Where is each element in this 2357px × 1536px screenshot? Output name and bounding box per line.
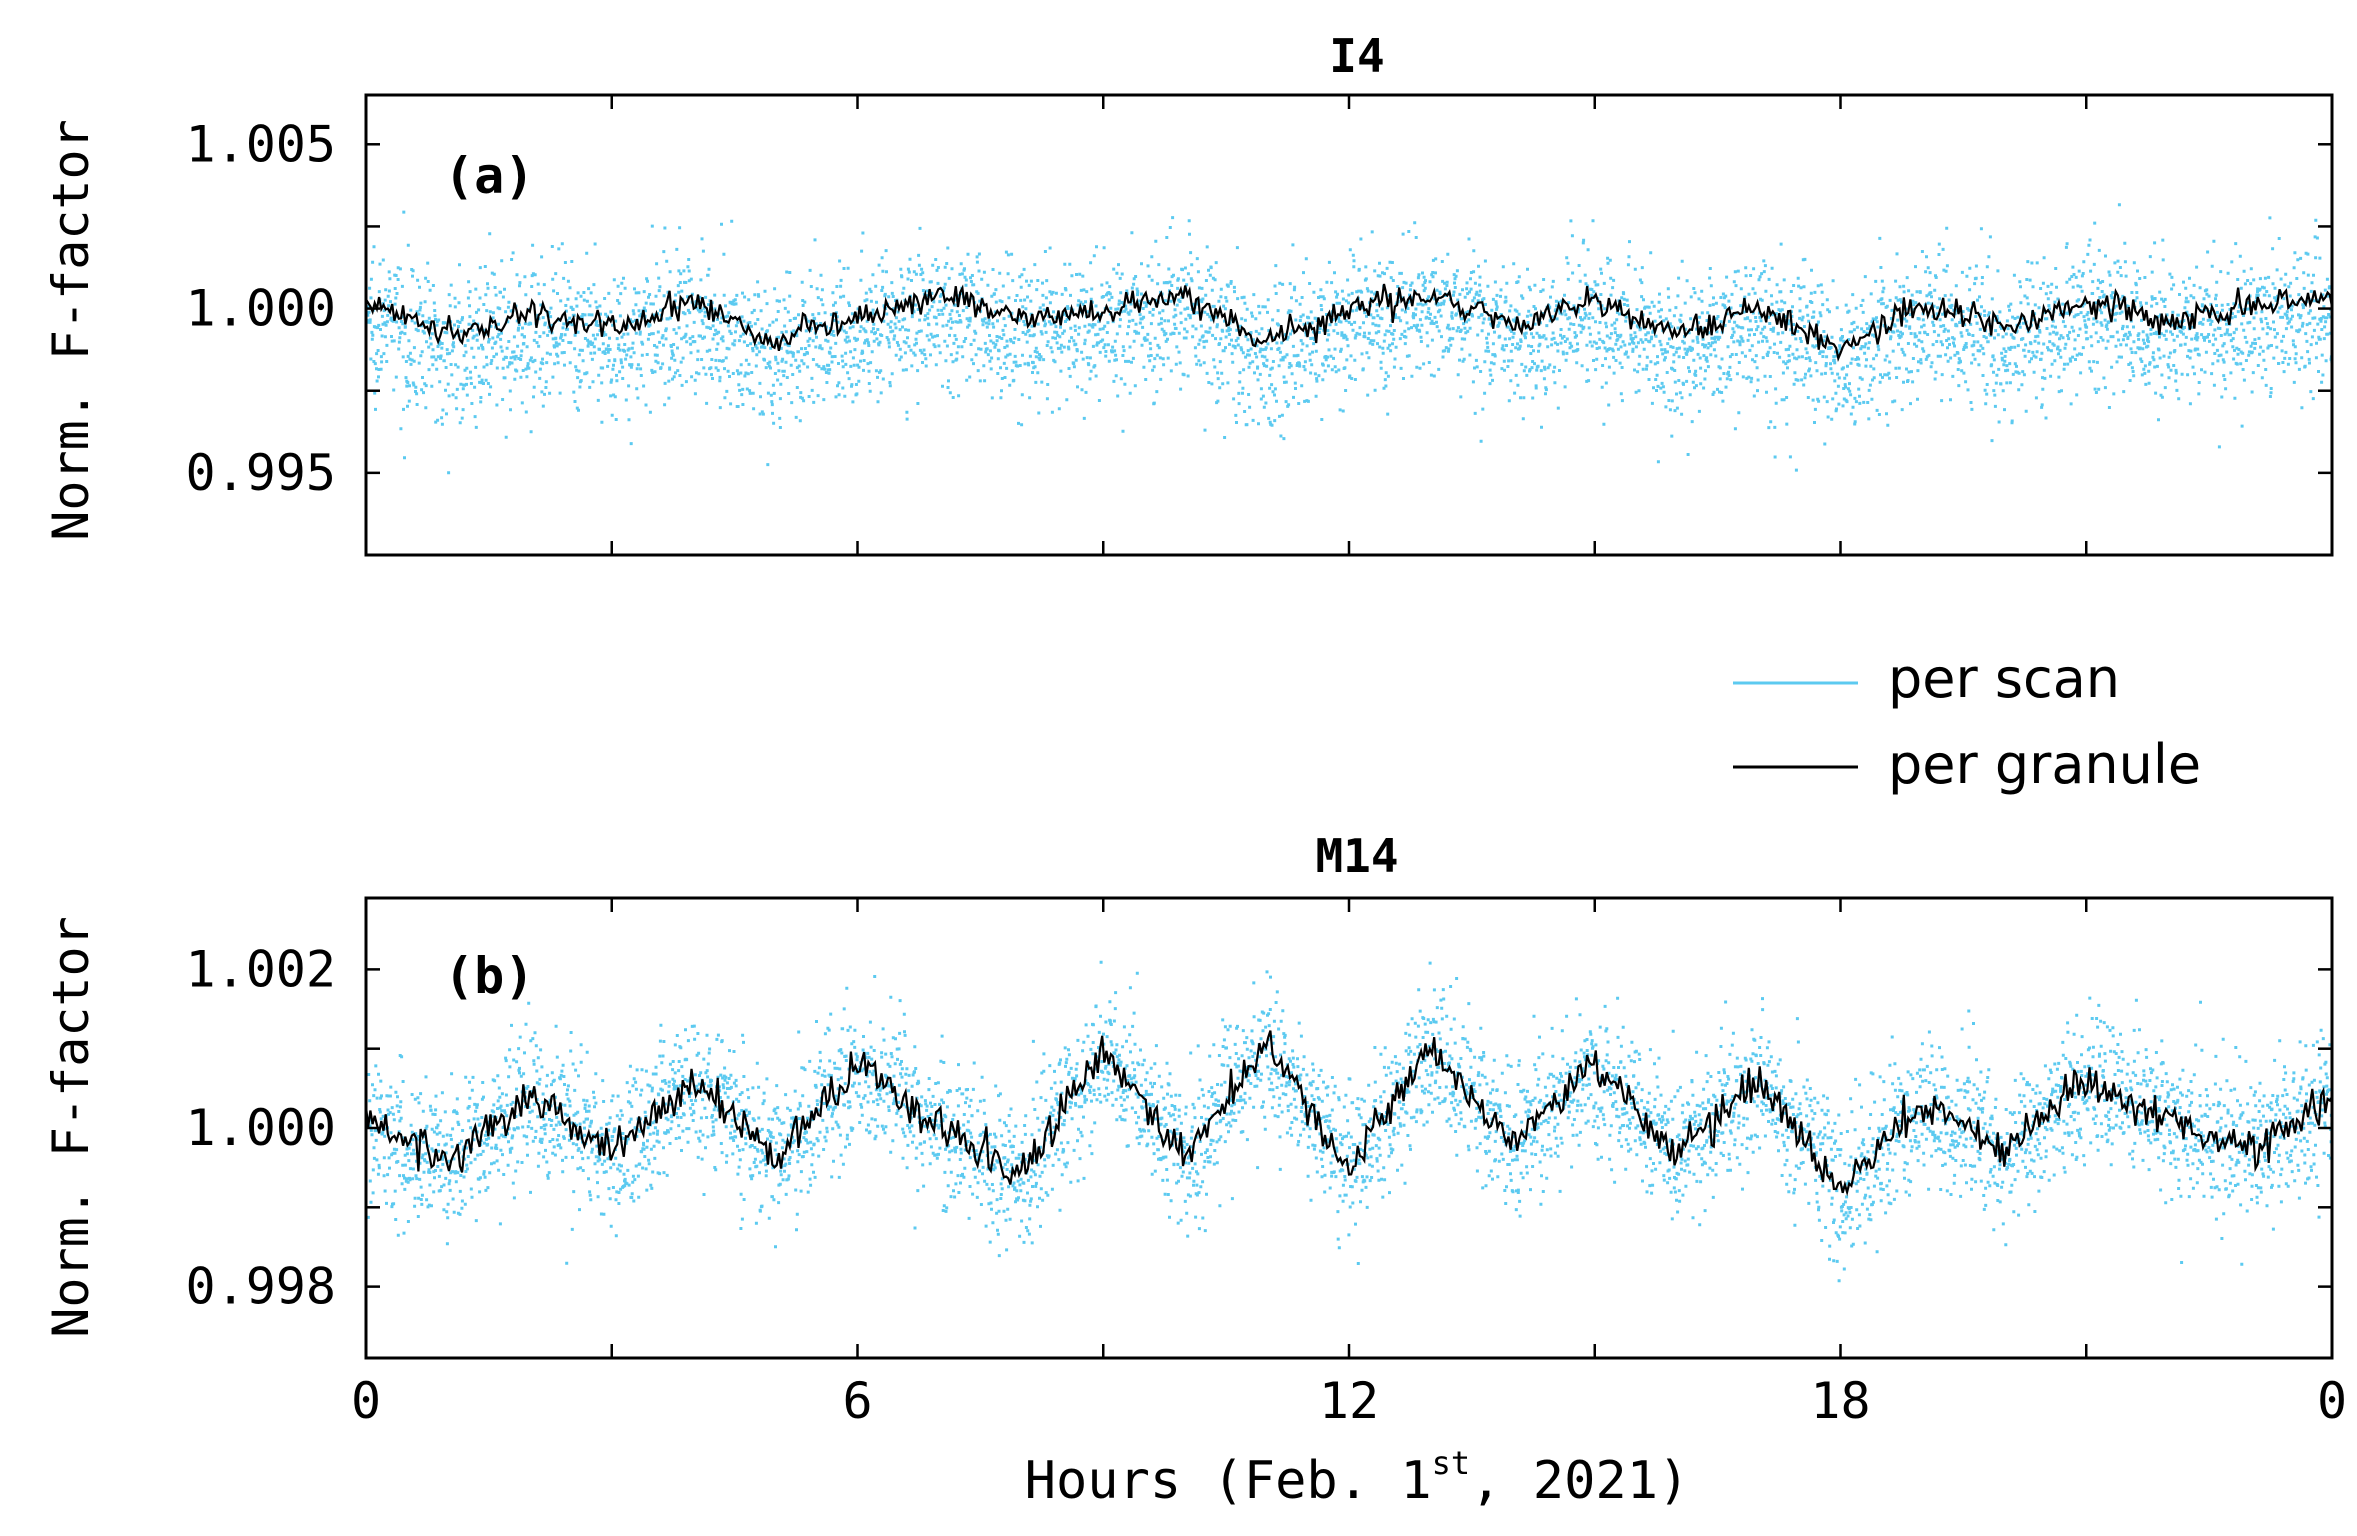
panel-label-b: (b) bbox=[444, 947, 534, 1005]
per-scan-points-b bbox=[366, 960, 2332, 1283]
axis-ticks-b bbox=[364, 898, 2334, 1358]
per-scan-points-path bbox=[366, 203, 2332, 475]
legend-label-per-scan: per scan bbox=[1888, 647, 2120, 710]
x-tick-label: 0 bbox=[351, 1372, 381, 1430]
per-scan-points-path bbox=[366, 960, 2332, 1283]
y-tick-label: 1.002 bbox=[185, 940, 336, 998]
chart-title-a: I4 bbox=[1329, 29, 1384, 83]
y-tick-label: 1.000 bbox=[185, 1099, 336, 1157]
per-granule-line-path bbox=[366, 283, 2332, 362]
per-scan-points-a bbox=[366, 203, 2332, 475]
y-tick-label: 1.005 bbox=[185, 115, 336, 173]
y-axis-label-a: Norm. F-factor bbox=[42, 119, 100, 540]
panel-a-i4: I4 (a) Norm. F-factor 0.995 1.000 1.005 bbox=[42, 29, 2334, 557]
axis-ticks-a bbox=[364, 95, 2334, 555]
y-tick-label: 1.000 bbox=[185, 280, 336, 338]
x-tick-label: 0 bbox=[2317, 1372, 2347, 1430]
panel-b-m14: M14 (b) Norm. F-factor 0.998 1.000 1.002 0… bbox=[42, 829, 2347, 1430]
per-granule-line-a bbox=[366, 283, 2332, 362]
y-tick-label: 0.995 bbox=[185, 444, 336, 502]
y-tick-labels-b: 0.998 1.000 1.002 bbox=[185, 940, 336, 1315]
x-tick-labels: 0 6 12 18 0 bbox=[351, 1372, 2347, 1430]
y-axis-label-b: Norm. F-factor bbox=[42, 916, 100, 1337]
legend: per scan per granule bbox=[1733, 647, 2201, 796]
x-axis-label-sup: st bbox=[1432, 1444, 1471, 1482]
y-tick-labels-a: 0.995 1.000 1.005 bbox=[185, 115, 336, 502]
x-axis-label-main: Hours (Feb. 1 bbox=[1025, 1451, 1432, 1511]
x-tick-label: 18 bbox=[1810, 1372, 1870, 1430]
per-granule-line-b bbox=[366, 1030, 2332, 1197]
x-axis-label: Hours (Feb. 1st, 2021) bbox=[1025, 1444, 1690, 1511]
x-tick-label: 12 bbox=[1319, 1372, 1379, 1430]
y-tick-label: 0.998 bbox=[185, 1258, 336, 1316]
legend-label-per-granule: per granule bbox=[1888, 733, 2201, 796]
x-axis-label-tail: , 2021) bbox=[1470, 1451, 1689, 1511]
x-tick-label: 6 bbox=[842, 1372, 872, 1430]
per-granule-line-path bbox=[366, 1030, 2332, 1197]
panel-label-a: (a) bbox=[444, 147, 534, 205]
chart-title-b: M14 bbox=[1315, 829, 1398, 883]
